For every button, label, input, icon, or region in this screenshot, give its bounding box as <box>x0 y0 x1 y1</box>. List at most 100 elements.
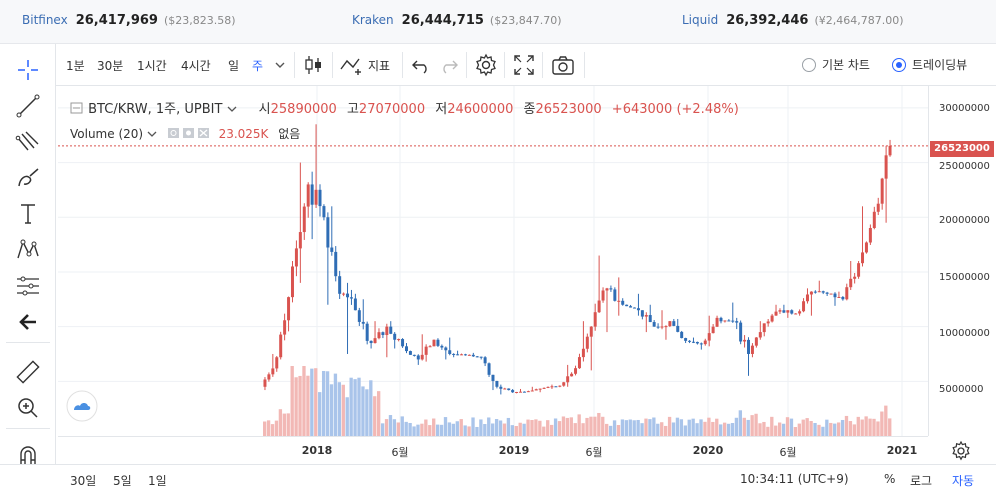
arrow-left-icon[interactable] <box>14 308 42 336</box>
trend-line-icon[interactable] <box>14 92 42 120</box>
volume-label[interactable]: Volume (20) <box>70 127 144 141</box>
pattern-tool-icon[interactable] <box>14 236 42 264</box>
candle-body <box>597 300 601 313</box>
volume-bar <box>274 420 279 436</box>
ruler-icon[interactable] <box>14 358 42 386</box>
fullscreen-icon[interactable] <box>512 53 536 77</box>
volume-bar <box>671 422 676 436</box>
settings-gear-icon[interactable] <box>474 53 498 77</box>
radio-basic-chart[interactable]: 기본 차트 <box>802 56 870 73</box>
volume-bar <box>750 415 754 436</box>
candle-body <box>845 287 849 300</box>
volume-bar <box>557 421 562 436</box>
candle-body <box>408 351 412 355</box>
log-scale-toggle[interactable]: 로그 <box>910 474 933 488</box>
interval-1h[interactable]: 1시간 <box>137 59 167 73</box>
x-tick: 2018 <box>301 444 333 457</box>
volume-controls-icon[interactable] <box>167 127 211 139</box>
cloud-logo-icon[interactable] <box>66 390 98 422</box>
crosshair-icon[interactable] <box>14 56 42 84</box>
range-5d[interactable]: 5일 <box>113 474 132 488</box>
interval-30m[interactable]: 30분 <box>97 59 124 73</box>
radio-tradingview[interactable]: 트레이딩뷰 <box>892 56 967 73</box>
last-price-tag: 26523000 <box>930 141 994 157</box>
volume-bar <box>498 420 503 436</box>
indicators-button[interactable]: 지표 <box>368 59 391 73</box>
volume-bar <box>290 366 294 436</box>
drawing-toolbar <box>0 44 56 493</box>
volume-bar <box>337 382 342 436</box>
clock-timezone[interactable]: 10:34:11 (UTC+9) <box>740 472 849 486</box>
candle-body <box>436 339 440 346</box>
price-chart[interactable] <box>58 86 928 436</box>
text-tool-icon[interactable] <box>14 200 42 228</box>
candle-body <box>668 321 672 327</box>
interval-4h[interactable]: 4시간 <box>181 59 211 73</box>
range-30d[interactable]: 30일 <box>70 474 97 488</box>
prediction-tool-icon[interactable] <box>14 272 42 300</box>
candle-body <box>385 326 389 336</box>
candle-body <box>688 340 692 342</box>
collapse-legend-icon[interactable] <box>70 102 84 114</box>
volume-bar <box>384 419 389 436</box>
candle-body <box>503 388 507 390</box>
x-tick: 2019 <box>498 444 530 457</box>
camera-snapshot-icon[interactable] <box>550 53 576 77</box>
candle-body <box>554 386 558 388</box>
indicators-icon[interactable] <box>338 53 366 77</box>
volume-bar <box>829 422 833 436</box>
percent-scale-toggle[interactable]: % <box>884 472 896 486</box>
candle-body <box>719 317 723 322</box>
candle-body <box>290 266 294 298</box>
symbol-chevron-icon[interactable] <box>227 105 237 113</box>
symbol-label[interactable]: BTC/KRW, 1주, UPBIT <box>88 102 223 117</box>
candle-body <box>381 332 385 336</box>
volume-bar <box>754 413 758 436</box>
y-tick: 10000000 <box>939 328 990 339</box>
redo-icon[interactable] <box>438 53 460 77</box>
candle-body <box>412 354 416 356</box>
candle-body <box>448 350 452 354</box>
fib-retracement-icon[interactable] <box>14 128 42 156</box>
candle-body <box>263 379 267 387</box>
brush-icon[interactable] <box>14 164 42 192</box>
undo-icon[interactable] <box>410 53 432 77</box>
candle-body <box>636 308 640 311</box>
candle-body <box>463 354 467 356</box>
candle-body <box>534 389 538 391</box>
auto-scale-toggle[interactable]: 자동 <box>952 474 975 488</box>
ticker-bitfinex[interactable]: Bitfinex 26,417,969 ($23,823.58) <box>22 13 236 28</box>
volume-bar <box>836 422 841 436</box>
candlestick-type-icon[interactable] <box>302 53 324 77</box>
candle-body <box>809 291 813 295</box>
candle-body <box>680 331 684 339</box>
range-1d[interactable]: 1일 <box>148 474 167 488</box>
candle-body <box>825 292 829 294</box>
volume-value: 23.025K <box>218 127 269 141</box>
zoom-in-icon[interactable] <box>14 394 42 422</box>
volume-bar <box>408 422 412 436</box>
interval-week[interactable]: 주 <box>252 59 264 73</box>
volume-bar <box>294 377 298 436</box>
magnet-icon[interactable] <box>14 442 42 470</box>
volume-bar <box>561 416 566 436</box>
volume-chevron-icon[interactable] <box>147 130 157 138</box>
interval-day[interactable]: 일 <box>228 59 240 73</box>
price-axis[interactable]: 30000000 25000000 20000000 15000000 1000… <box>928 86 996 436</box>
candle-body <box>581 348 585 358</box>
candle-body <box>766 321 770 324</box>
time-axis[interactable]: 2018 6월 2019 6월 2020 6월 2021 <box>58 436 928 464</box>
volume-bar <box>817 424 821 436</box>
candle-body <box>613 289 617 301</box>
interval-1m[interactable]: 1분 <box>66 59 85 73</box>
ticker-kraken[interactable]: Kraken 26,444,715 ($23,847.70) <box>352 13 562 28</box>
ticker-liquid[interactable]: Liquid 26,392,446 (¥2,464,787.00) <box>682 13 904 28</box>
candle-body <box>389 326 393 334</box>
candle-body <box>699 343 703 345</box>
radio-trading-label: 트레이딩뷰 <box>912 58 968 72</box>
top-toolbar: 1분 30분 1시간 4시간 일 주 지표 기본 차트 트레이딩뷰 <box>0 44 996 86</box>
chevron-down-icon[interactable] <box>274 60 286 70</box>
axis-settings-gear-icon[interactable] <box>950 440 972 462</box>
volume-bar <box>502 423 507 436</box>
